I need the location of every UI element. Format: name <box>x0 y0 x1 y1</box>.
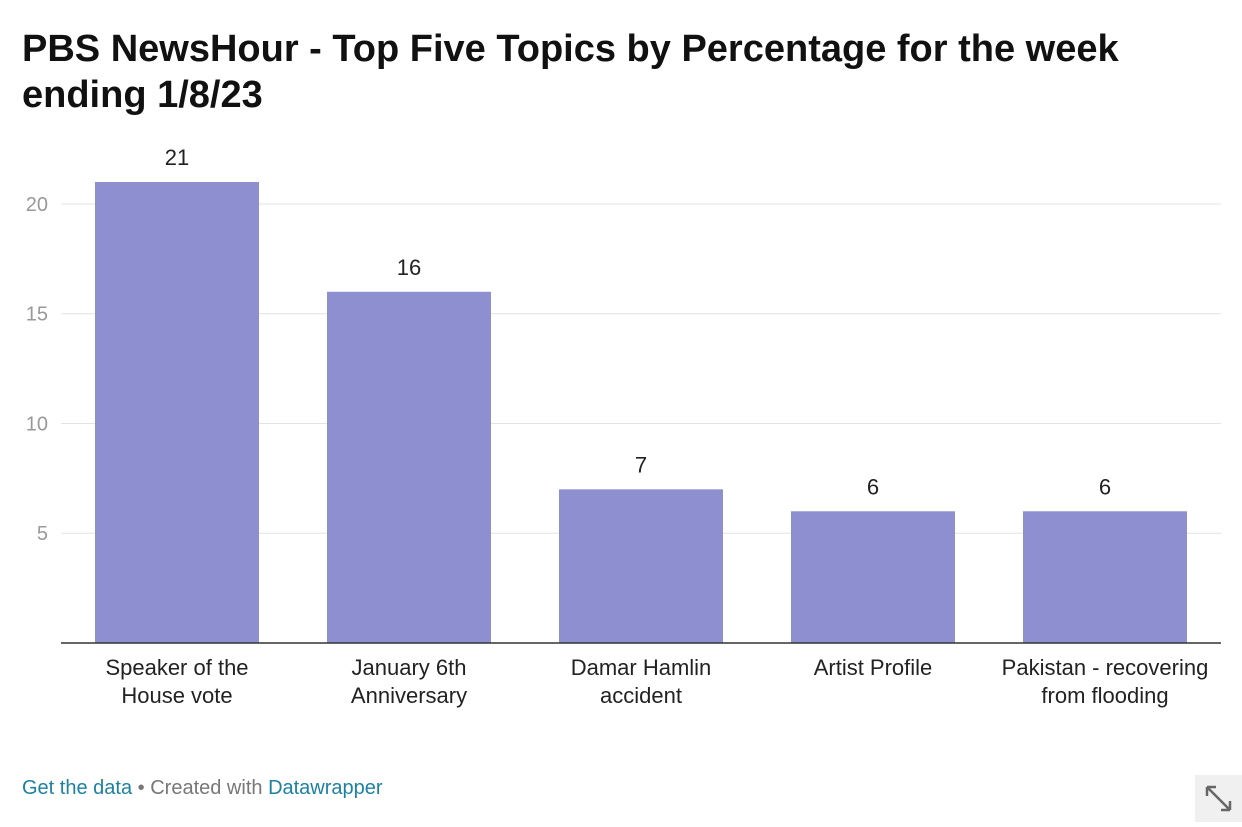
y-tick-label: 20 <box>26 194 48 216</box>
value-label: 21 <box>165 145 189 170</box>
y-tick-label: 5 <box>37 523 48 545</box>
x-tick-label: Pakistan - recovering from flooding <box>1001 655 1209 708</box>
bar <box>559 489 723 643</box>
chart-title: PBS NewsHour - Top Five Topics by Percen… <box>22 28 1119 116</box>
credit: Created with <box>150 777 263 799</box>
value-label: 16 <box>397 255 421 280</box>
expand-icon <box>1205 785 1232 812</box>
value-label: 6 <box>867 474 879 499</box>
x-tick-label: January 6th Anniversary <box>350 655 468 708</box>
x-tick-label: Speaker of the House vote <box>105 655 249 708</box>
value-label: 7 <box>635 452 647 477</box>
bar <box>791 511 955 643</box>
bar <box>95 182 259 643</box>
x-tick-label: Artist Profile <box>813 655 933 680</box>
x-tick-label: Damar Hamlin accident <box>570 655 712 708</box>
separator: • <box>137 777 145 799</box>
y-tick-label: 10 <box>26 413 48 435</box>
bar <box>327 291 491 643</box>
value-label: 6 <box>1099 474 1111 499</box>
footer: Get the data • Created with Datawrapper <box>22 777 383 800</box>
get-data-link[interactable]: Get the data <box>22 777 133 799</box>
datawrapper-link[interactable]: Datawrapper <box>268 777 383 799</box>
y-tick-label: 15 <box>26 304 48 326</box>
expand-button[interactable] <box>1195 775 1242 822</box>
bar <box>1023 511 1187 643</box>
